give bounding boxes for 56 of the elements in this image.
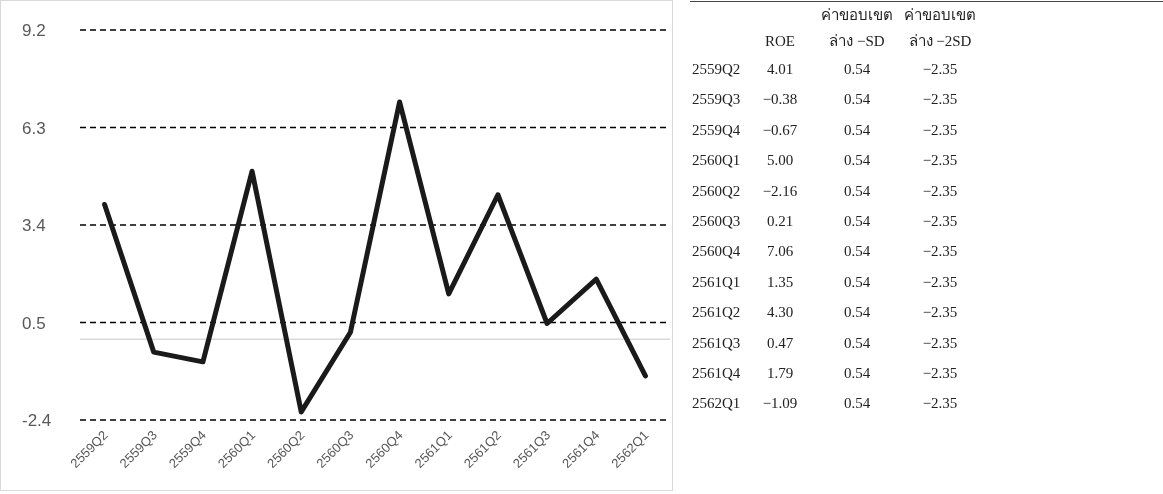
data-label: 0.54 <box>843 61 871 77</box>
data-label: 0.54 <box>843 121 871 138</box>
category-label: 2562Q1 <box>692 395 741 412</box>
data-label: 0.54 <box>843 334 871 351</box>
category-label: 2560Q1 <box>692 152 741 169</box>
data-label: −2.35 <box>922 304 958 321</box>
data-label: −2.35 <box>922 213 958 229</box>
data-label: −2.35 <box>922 91 958 108</box>
category-label: 2560Q4 <box>692 243 741 260</box>
y-tick-label: 9.2 <box>22 21 46 40</box>
y-tick-label: -2.4 <box>22 411 52 430</box>
data-label: 0.54 <box>843 152 871 169</box>
y-tick-label: 0.5 <box>22 313 46 333</box>
category-label: 2561Q2 <box>692 304 741 321</box>
data-label: −1.09 <box>762 395 798 412</box>
data-label: −2.35 <box>922 273 958 290</box>
data-label: −2.35 <box>922 152 958 169</box>
category-label: 2559Q2 <box>692 61 741 77</box>
data-label: −2.35 <box>922 243 958 260</box>
category-label: 2560Q2 <box>692 182 741 199</box>
data-label: −0.38 <box>762 91 798 108</box>
data-label: 7.06 <box>766 243 794 260</box>
y-tick-label: 6.3 <box>22 118 46 138</box>
data-label: 0.47 <box>766 334 794 351</box>
data-label: 0.54 <box>843 395 871 412</box>
data-label: −2.35 <box>922 121 958 138</box>
category-label: 2560Q3 <box>692 213 741 229</box>
data-label: −2.35 <box>922 61 958 77</box>
data-label: 0.54 <box>843 243 871 260</box>
data-label: −2.16 <box>762 182 798 199</box>
category-label: 2559Q3 <box>692 91 741 108</box>
data-label: 0.54 <box>843 365 871 381</box>
data-label: 4.30 <box>766 304 794 321</box>
data-label: 0.54 <box>843 304 871 321</box>
data-label: 5.00 <box>766 152 794 169</box>
data-label: 1.35 <box>766 273 794 290</box>
category-label: 2561Q4 <box>692 365 741 381</box>
data-label: −2.35 <box>922 334 958 351</box>
text: ROE <box>765 33 795 49</box>
category-label: 2561Q3 <box>692 334 741 351</box>
data-label: −2.35 <box>922 182 958 199</box>
data-label: 0.54 <box>843 182 871 199</box>
data-label: −0.67 <box>762 121 798 138</box>
category-label: 2559Q4 <box>692 121 741 138</box>
text: ค่าขอบเขต ล่าง −SD <box>821 7 893 49</box>
data-label: 0.54 <box>843 91 871 108</box>
data-label: 0.21 <box>766 213 794 229</box>
data-label: −2.35 <box>922 365 958 381</box>
data-label: −2.35 <box>922 395 958 412</box>
data-label: 1.79 <box>766 365 794 381</box>
data-label: 0.54 <box>843 273 871 290</box>
data-label: 4.01 <box>766 61 794 77</box>
data-label: 0.54 <box>843 213 871 229</box>
category-label: 2561Q1 <box>692 273 741 290</box>
text: ค่าขอบเขต ล่าง −2SD <box>904 7 976 49</box>
y-tick-label: 3.4 <box>22 216 46 235</box>
